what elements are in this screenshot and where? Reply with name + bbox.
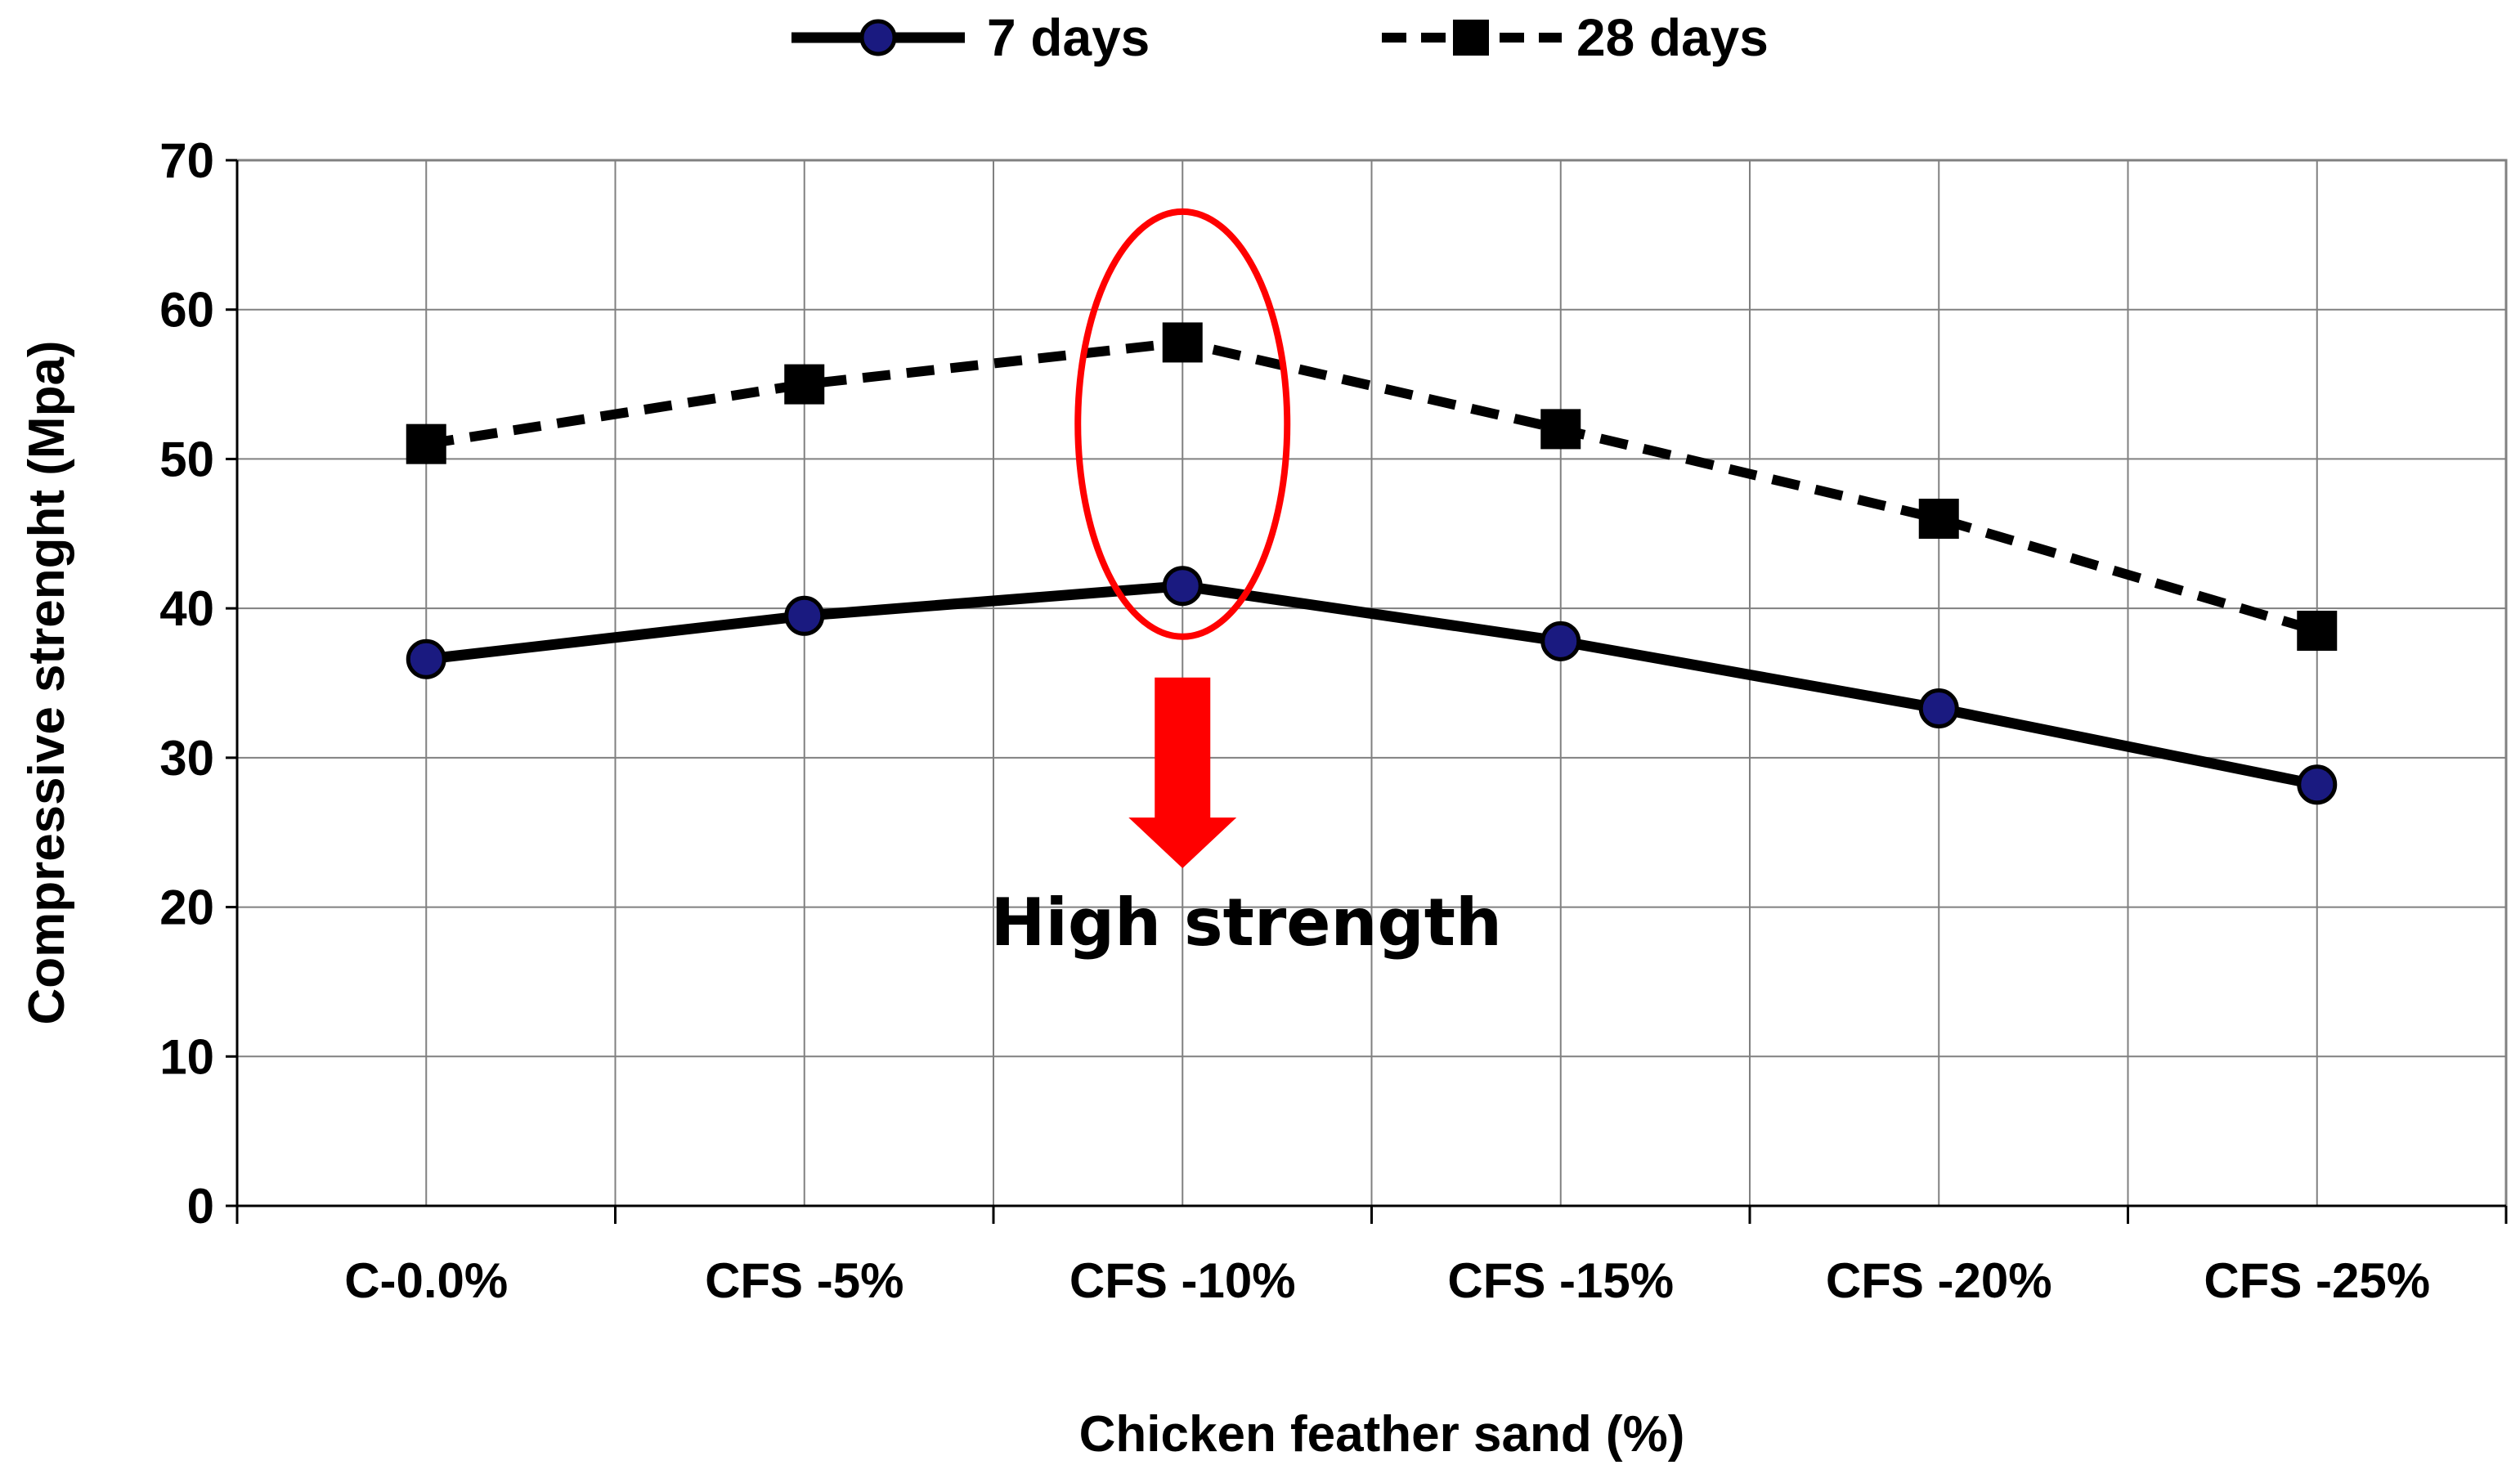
data-point-7-days	[1162, 566, 1203, 607]
data-point-7-days	[406, 638, 446, 679]
y-tick-label: 60	[159, 283, 214, 338]
y-tick-label: 70	[159, 133, 214, 188]
data-point-28-days	[1540, 409, 1581, 450]
series-layer	[406, 322, 2338, 805]
legend-marker-7-days	[859, 19, 897, 56]
highlight-ellipse	[1074, 208, 1291, 640]
legend-label-28-days: 28 days	[1576, 8, 1769, 67]
legend-marker-28-days	[1453, 20, 1489, 56]
data-point-28-days	[784, 364, 825, 405]
data-point-7-days	[1918, 688, 1959, 729]
y-axis-title: Compressive strenght (Mpa)	[19, 340, 75, 1024]
data-point-7-days	[2297, 764, 2338, 805]
legend-label-7-days: 7 days	[987, 8, 1150, 67]
x-tick-label: CFS -5%	[705, 1253, 904, 1308]
legend: 7 days 28 days	[791, 8, 1769, 67]
data-point-28-days	[2297, 611, 2338, 652]
grid-layer	[237, 159, 2506, 1206]
x-tick-label: CFS -20%	[1826, 1253, 2052, 1308]
y-tick-label: 50	[159, 432, 214, 486]
tick-layer: 0 10 20 30 40 50 60 70 C-0.0% CFS -5% CFS -10% CFS …	[159, 133, 2508, 1308]
x-tick-label: CFS -25%	[2204, 1253, 2430, 1308]
annotation-layer: High strength	[991, 208, 1502, 961]
series-line-28-days	[425, 337, 2319, 636]
data-point-7-days	[784, 595, 825, 636]
y-tick-label: 10	[159, 1029, 214, 1084]
data-point-28-days	[406, 423, 446, 464]
y-tick-label: 0	[187, 1179, 214, 1234]
x-tick-label: CFS -10%	[1069, 1253, 1296, 1308]
data-point-28-days	[1918, 499, 1959, 540]
y-tick-label: 40	[159, 581, 214, 636]
data-point-28-days	[1162, 322, 1203, 363]
x-tick-label: CFS -15%	[1447, 1253, 1674, 1308]
annotation-label: High strength	[991, 885, 1502, 961]
x-axis-title: Chicken feather sand (%)	[1079, 1406, 1685, 1463]
y-tick-label: 20	[159, 880, 214, 935]
series-line-7-days	[425, 580, 2319, 791]
y-tick-label: 30	[159, 731, 214, 786]
x-tick-label: C-0.0%	[344, 1253, 508, 1308]
down-arrow-icon	[1128, 677, 1237, 868]
data-point-7-days	[1540, 621, 1581, 661]
